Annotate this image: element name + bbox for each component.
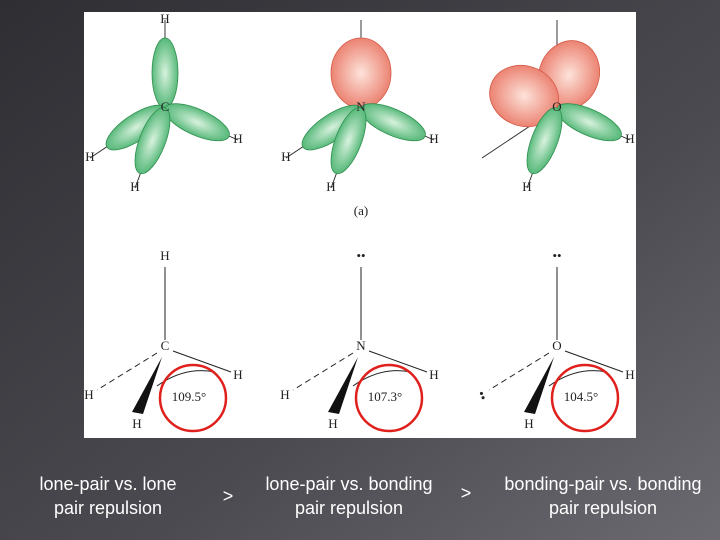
figure-label: (a) [354,203,368,218]
bond [292,352,354,391]
wedge-bond [524,357,554,414]
atom-label: H [326,179,335,194]
bond [96,352,158,391]
caption: lone-pair vs. bonding pair repulsion [265,474,432,518]
wedge-bond [328,357,358,414]
atom-label: H [160,11,169,26]
atom-label: N [356,99,366,114]
highlight-circle [354,363,424,433]
atom-label: H [524,416,533,431]
orbital-lobe [330,107,367,175]
atom-label: •• [356,248,365,263]
bond [368,350,428,373]
atom-label: H [85,149,94,164]
angle-arc [352,370,412,387]
highlight-circle [550,363,620,433]
comparator: > [461,483,472,503]
orbital-lobe [151,37,179,109]
angle-label: 104.5° [564,389,598,404]
angle-label: 107.3° [368,389,402,404]
atom-label: •• [552,248,561,263]
atom-label: H [281,149,290,164]
atom-label: O [552,338,561,353]
caption: lone-pair vs. lone pair repulsion [39,474,176,518]
atom-label: O [552,99,561,114]
atom-label: H [625,131,634,146]
angle-arc [548,370,608,387]
orbital-lobe [526,107,563,175]
atom-label: C [161,99,170,114]
comparator: > [223,486,234,506]
atom-label: H [160,248,169,263]
bond [172,350,232,373]
orbital-lobe [330,37,392,109]
atom-label: H [132,416,141,431]
bond [564,350,624,373]
caption: bonding-pair vs. bonding pair repulsion [504,474,701,518]
angle-label: 109.5° [172,389,206,404]
atom-label: N [356,338,366,353]
bond [488,352,550,391]
wedge-bond [132,357,162,414]
atom-label: H [84,387,93,402]
angle-arc [156,370,216,387]
atom-label: H [625,367,634,382]
atom-label: H [429,131,438,146]
atom-label: H [429,367,438,382]
atom-label: H [130,179,139,194]
atom-label: H [233,131,242,146]
highlight-circle [158,363,228,433]
atom-label: H [328,416,337,431]
atom-label: H [522,179,531,194]
atom-label: H [233,367,242,382]
atom-label: H [280,387,289,402]
orbital-lobe [134,107,171,175]
atom-label: C [161,338,170,353]
